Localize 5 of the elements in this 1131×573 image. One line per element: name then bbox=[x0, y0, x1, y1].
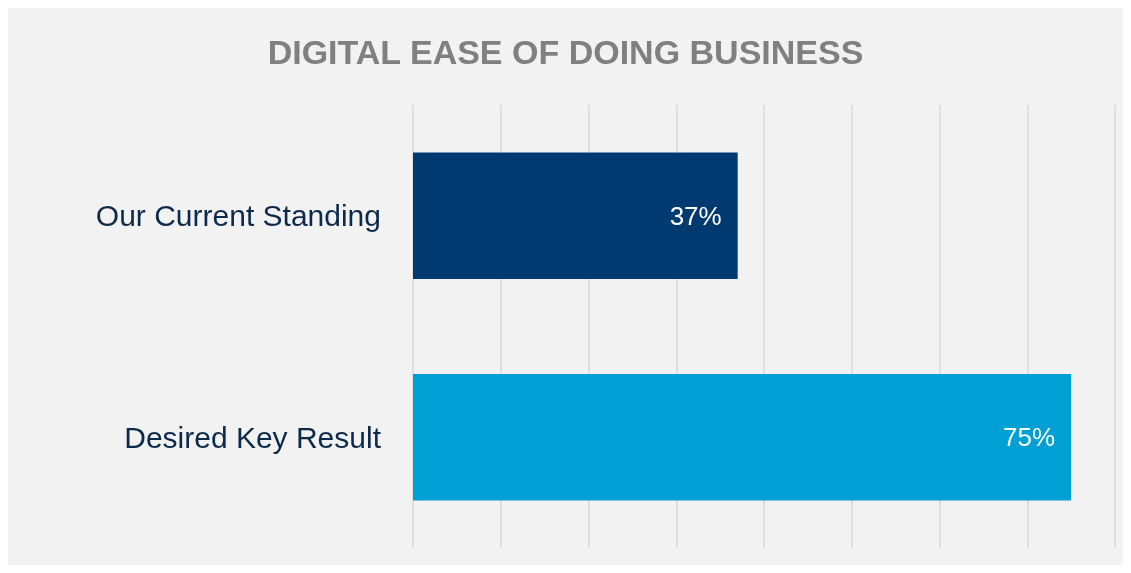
data-label: 37% bbox=[669, 200, 722, 231]
data-label: 75% bbox=[1003, 422, 1056, 453]
chart-title: DIGITAL EASE OF DOING BUSINESS bbox=[267, 33, 864, 71]
y-tick-label: Our Current Standing bbox=[95, 199, 381, 233]
y-tick-label: Desired Key Result bbox=[124, 420, 382, 454]
